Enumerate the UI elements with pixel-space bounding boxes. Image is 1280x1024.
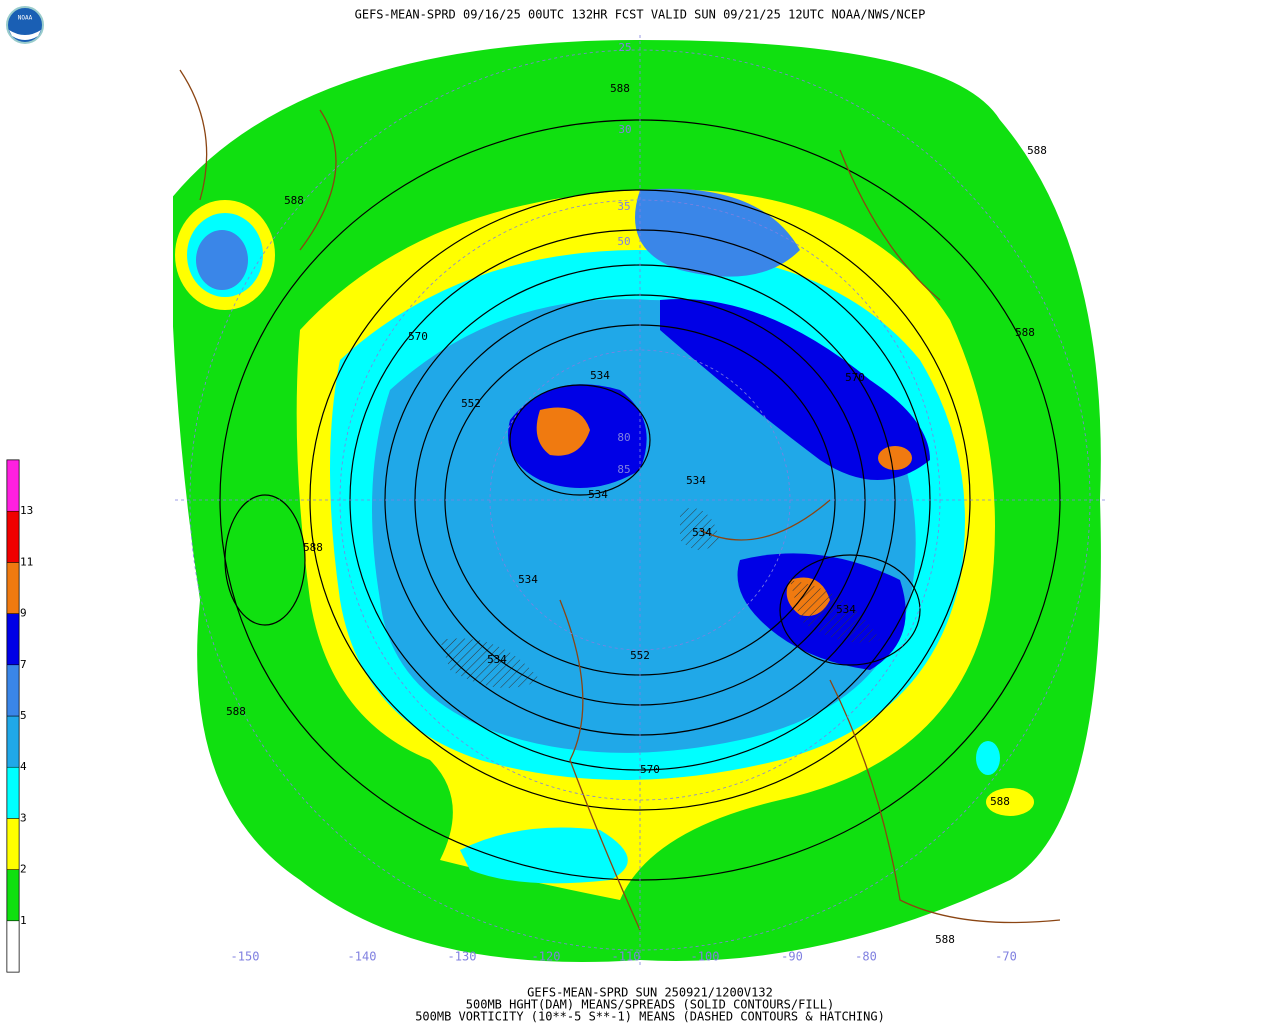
latitude-label: 85 [617, 463, 630, 476]
longitude-label: -140 [348, 950, 377, 964]
colorbar-label: 11 [20, 555, 33, 568]
contour-label: 570 [408, 330, 428, 343]
title: GEFS-MEAN-SPRD 09/16/25 00UTC 132HR FCST… [355, 8, 926, 22]
contour-label: 534 [590, 369, 610, 382]
contour-label: 588 [226, 705, 246, 718]
contour-label: 588 [935, 933, 955, 946]
longitude-label: -150 [231, 950, 260, 964]
longitude-label: -90 [781, 950, 803, 964]
contour-label: 552 [461, 397, 481, 410]
colorbar-label: 5 [20, 709, 27, 722]
colorbar-label: 2 [20, 863, 27, 876]
contour-label: 588 [1027, 144, 1047, 157]
colorbar-swatch [6, 562, 20, 614]
longitude-label: -120 [532, 950, 561, 964]
colorbar-label: 4 [20, 760, 27, 773]
colorbar-swatch [6, 869, 20, 922]
longitude-label: -110 [612, 950, 641, 964]
colorbar-swatch [6, 920, 20, 973]
map [173, 33, 1107, 967]
colorbar-label: 1 [20, 914, 27, 927]
contour-label: 534 [692, 526, 712, 539]
contour-label: 588 [284, 194, 304, 207]
contour-label: 570 [845, 371, 865, 384]
longitude-label: -100 [691, 950, 720, 964]
contour-label: 588 [303, 541, 323, 554]
footer-line: 500MB VORTICITY (10**-5 S**-1) MEANS (DA… [415, 1010, 885, 1024]
longitude-label: -70 [995, 950, 1017, 964]
contour-label: 588 [1015, 326, 1035, 339]
colorbar-label: 13 [20, 504, 33, 517]
latitude-label: 80 [617, 431, 630, 444]
contour-label: 534 [518, 573, 538, 586]
latitude-label: 50 [617, 235, 630, 248]
colorbar-label: 7 [20, 658, 27, 671]
footer-line: 500MB HGHT(DAM) MEANS/SPREADS (SOLID CON… [466, 998, 834, 1012]
colorbar-swatch [6, 818, 20, 870]
latitude-label: 30 [618, 123, 631, 136]
colorbar-swatch [6, 766, 20, 819]
colorbar-swatch [6, 459, 20, 512]
contour-label: 588 [610, 82, 630, 95]
colorbar-swatch [6, 664, 20, 717]
contour-label: 534 [836, 603, 856, 616]
contour-label: 570 [640, 763, 660, 776]
logo-text: NOAA [18, 15, 33, 22]
contour-label: 588 [990, 795, 1010, 808]
contour-label: 534 [588, 488, 608, 501]
logo: NOAA [6, 6, 44, 44]
longitude-label: -80 [855, 950, 877, 964]
colorbar-label: 9 [20, 607, 27, 620]
contour-label: 552 [630, 649, 650, 662]
latitude-label: 35 [617, 200, 630, 213]
colorbar-label: 3 [20, 811, 27, 824]
colorbar-swatch [6, 510, 20, 563]
latitude-label: 25 [618, 41, 631, 54]
colorbar-swatch [6, 613, 20, 666]
contour-label: 534 [487, 653, 507, 666]
colorbar-swatch [6, 715, 20, 768]
longitude-label: -130 [448, 950, 477, 964]
footer-line: GEFS-MEAN-SPRD SUN 250921/1200V132 [527, 986, 773, 1000]
contour-label: 534 [686, 474, 706, 487]
